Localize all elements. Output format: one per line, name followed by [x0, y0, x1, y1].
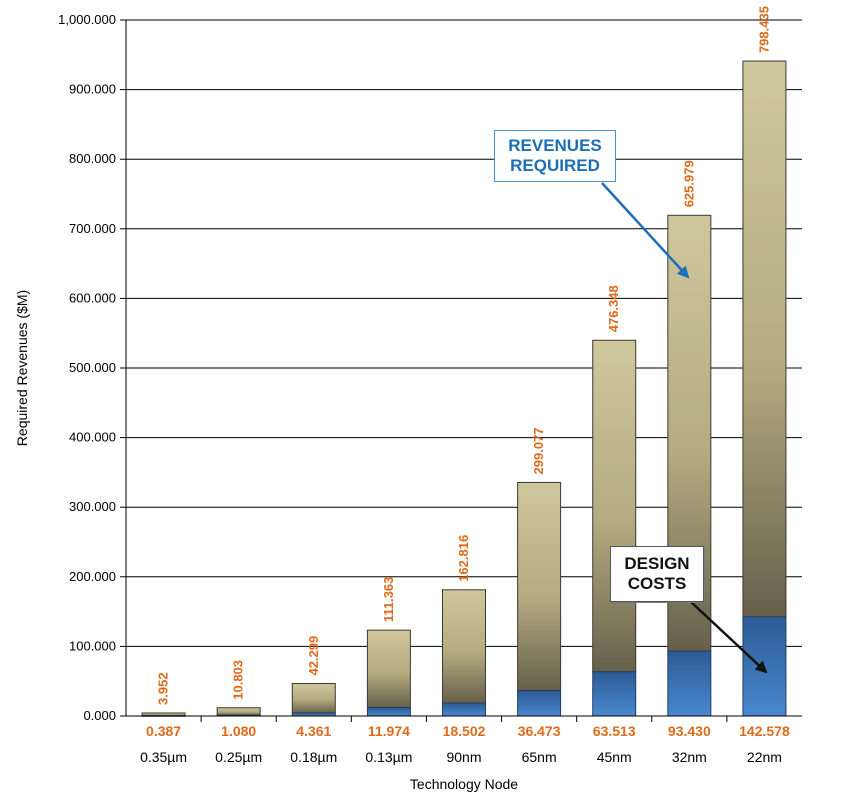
revenues-required-callout: REVENUES REQUIRED — [494, 130, 616, 182]
design-value-label: 4.361 — [296, 723, 331, 739]
design-costs-callout: DESIGN COSTS — [610, 546, 704, 602]
x-axis-title: Technology Node — [410, 776, 518, 792]
x-tick-label: 0.35µm — [140, 749, 187, 765]
bar-revenues-required — [216, 707, 261, 716]
x-tick-label: 0.25µm — [215, 749, 262, 765]
y-axis-title: Required Revenues ($M) — [14, 290, 30, 446]
revenue-value-label: 476.348 — [606, 285, 621, 332]
y-tick-label: 400.000 — [69, 430, 116, 445]
y-tick-label: 0.000 — [83, 708, 116, 723]
y-tick-label: 100.000 — [69, 638, 116, 653]
design-value-label: 93.430 — [668, 723, 711, 739]
design-value-label: 1.080 — [221, 723, 256, 739]
revenue-value-label: 798.435 — [756, 6, 771, 53]
revenue-value-label: 299.077 — [531, 427, 546, 474]
x-tick-label: 32nm — [672, 749, 707, 765]
revenue-value-label: 3.952 — [156, 672, 171, 705]
revenues-callout-line1: REVENUES — [508, 136, 602, 155]
y-tick-label: 200.000 — [69, 569, 116, 584]
bar-design-costs — [366, 707, 411, 717]
label-layer: 3.952 0.387 0.35µm 10.803 1.080 0.25µm 42.299 4… — [140, 6, 790, 765]
bar-revenues-required — [517, 481, 562, 692]
revenues-callout-line2: REQUIRED — [510, 156, 600, 175]
revenue-value-label: 625.979 — [681, 160, 696, 207]
y-tick-label: 700.000 — [69, 221, 116, 236]
design-callout-line1: DESIGN — [624, 554, 690, 573]
x-tick-label: 45nm — [597, 749, 632, 765]
revenue-value-label: 42.299 — [306, 636, 321, 676]
bar-design-costs — [592, 671, 637, 717]
revenues-arrow — [601, 182, 690, 279]
revenue-value-label: 10.803 — [231, 660, 246, 700]
y-tick-label: 1,000.000 — [58, 12, 116, 27]
design-value-label: 63.513 — [593, 723, 636, 739]
y-tick-label: 500.000 — [69, 360, 116, 375]
y-tick-label: 800.000 — [69, 151, 116, 166]
bar-revenues-required — [366, 629, 411, 709]
bar-design-costs — [667, 650, 712, 717]
bar-design-costs — [517, 690, 562, 717]
bar-revenues-required — [291, 683, 336, 714]
x-tick-label: 90nm — [446, 749, 481, 765]
y-tick-label: 900.000 — [69, 82, 116, 97]
revenue-value-label: 111.363 — [381, 577, 396, 623]
y-tick-label: 300.000 — [69, 499, 116, 514]
design-callout-line2: COSTS — [627, 574, 687, 593]
x-tick-label: 22nm — [747, 749, 782, 765]
bar-design-costs — [442, 702, 486, 717]
design-value-label: 11.974 — [368, 723, 410, 739]
bar-revenues-required — [592, 339, 637, 673]
y-tick-label: 600.000 — [69, 290, 116, 305]
design-value-label: 0.387 — [146, 723, 181, 739]
axis-layer: 0.000 100.000 200.000 300.000 400.000 500.000… — [58, 12, 802, 723]
design-arrow — [689, 600, 768, 674]
x-tick-label: 0.13µm — [365, 749, 412, 765]
bar-design-costs — [742, 616, 787, 717]
design-value-label: 18.502 — [443, 723, 486, 739]
grid-layer — [126, 19, 802, 647]
revenue-value-label: 162.816 — [456, 535, 471, 582]
x-tick-label: 0.18µm — [290, 749, 337, 765]
design-value-label: 142.578 — [739, 723, 790, 739]
bar-revenues-required — [742, 60, 787, 618]
bar-revenues-required — [442, 589, 486, 704]
x-tick-label: 65nm — [522, 749, 557, 765]
design-value-label: 36.473 — [518, 723, 561, 739]
